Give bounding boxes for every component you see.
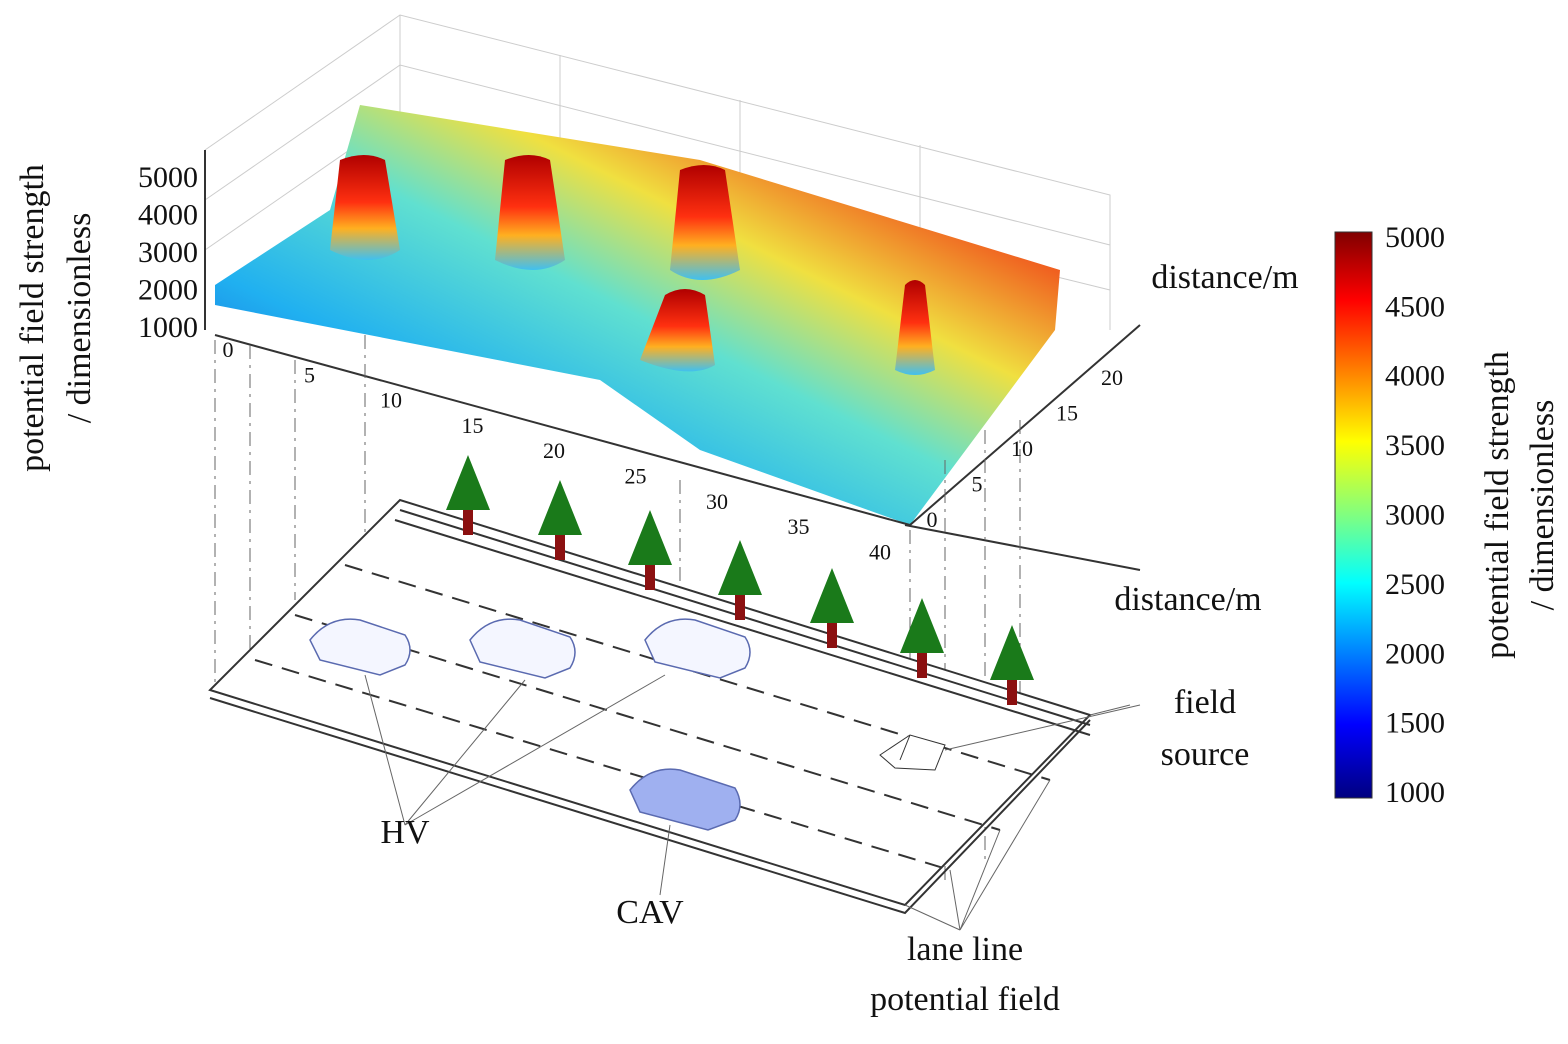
peaks: [330, 155, 935, 375]
label: potential field: [870, 981, 1060, 1018]
label: HV: [380, 814, 430, 851]
field-source-box: [879, 734, 946, 771]
x-tick-label: 40: [869, 539, 891, 564]
surface: [215, 105, 1060, 525]
y-tick-label: 0: [927, 507, 938, 532]
y-tick-label: 15: [1056, 401, 1078, 426]
leader-lines: [364, 674, 1141, 931]
axis-lines: [204, 150, 1141, 571]
colorbar-tick-label: 5000: [1385, 221, 1445, 254]
axis-title: distance/m: [1114, 581, 1261, 618]
colorbar-title: / dimensionless: [1524, 400, 1561, 611]
x-tick-label: 20: [543, 438, 565, 463]
x-tick-label: 0: [223, 337, 234, 362]
colorbar-tick-label: 4000: [1385, 360, 1445, 393]
axis-title: potential field strength: [14, 164, 51, 472]
y-tick-label: 5: [972, 472, 983, 497]
x-tick-label: 15: [462, 413, 484, 438]
colorbar-tick-label: 3000: [1385, 498, 1445, 531]
cars: [309, 618, 751, 831]
colorbar-tick-label: 2000: [1385, 637, 1445, 670]
y-tick-label: 20: [1101, 365, 1123, 390]
x-tick-label: 35: [788, 514, 810, 539]
z-tick-label: 4000: [138, 198, 198, 231]
label: CAV: [616, 894, 684, 931]
y-tick-label: 10: [1011, 436, 1033, 461]
axis-title: / dimensionless: [61, 213, 98, 424]
axis-title: distance/m: [1151, 259, 1298, 296]
trees: [446, 455, 1034, 705]
x-tick-label: 25: [625, 464, 647, 489]
z-tick-label: 3000: [138, 236, 198, 269]
colorbar-tick-label: 3500: [1385, 429, 1445, 462]
colorbar: [1334, 231, 1373, 799]
colorbar-tick-label: 2500: [1385, 568, 1445, 601]
label: source: [1161, 736, 1250, 773]
z-tick-label: 1000: [138, 311, 198, 344]
colorbar-tick-label: 4500: [1385, 290, 1445, 323]
z-tick-label: 5000: [138, 161, 198, 194]
colorbar-tick-label: 1000: [1385, 776, 1445, 809]
label: lane line: [907, 931, 1023, 968]
x-tick-label: 5: [304, 362, 315, 387]
colorbar-title: potential field strength: [1479, 351, 1516, 659]
colorbar-tick-label: 1500: [1385, 707, 1445, 740]
x-tick-label: 10: [380, 388, 402, 413]
z-tick-label: 2000: [138, 273, 198, 306]
label: field: [1174, 684, 1236, 721]
x-tick-label: 30: [706, 489, 728, 514]
